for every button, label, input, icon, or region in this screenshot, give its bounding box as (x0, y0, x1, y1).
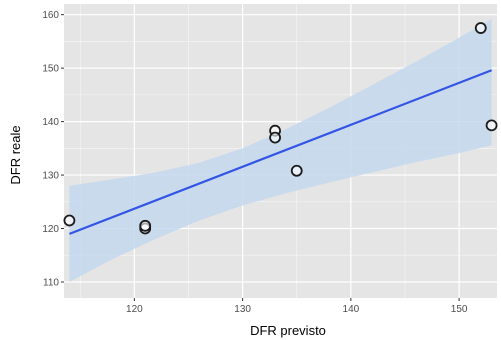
x-axis-title: DFR previsto (250, 323, 326, 338)
data-point (139, 219, 152, 232)
x-tick-label: 150 (451, 304, 468, 315)
x-tick-label: 140 (343, 304, 360, 315)
x-tick-label: 120 (126, 304, 143, 315)
y-tick-label: 110 (43, 277, 59, 288)
data-point (63, 214, 76, 227)
data-point (485, 119, 498, 132)
confidence-band (69, 19, 492, 282)
y-tick-label: 130 (42, 171, 59, 182)
data-point (290, 164, 303, 177)
data-point (474, 22, 487, 34)
x-tick-label: 130 (234, 304, 251, 315)
y-tick-label: 120 (42, 224, 59, 235)
regression-line (69, 69, 492, 235)
y-tick-label: 160 (42, 10, 59, 21)
y-axis-title: DFR reale (8, 125, 23, 184)
data-point (269, 131, 281, 144)
y-tick-label: 150 (42, 64, 59, 75)
y-tick-label: 140 (42, 117, 59, 128)
